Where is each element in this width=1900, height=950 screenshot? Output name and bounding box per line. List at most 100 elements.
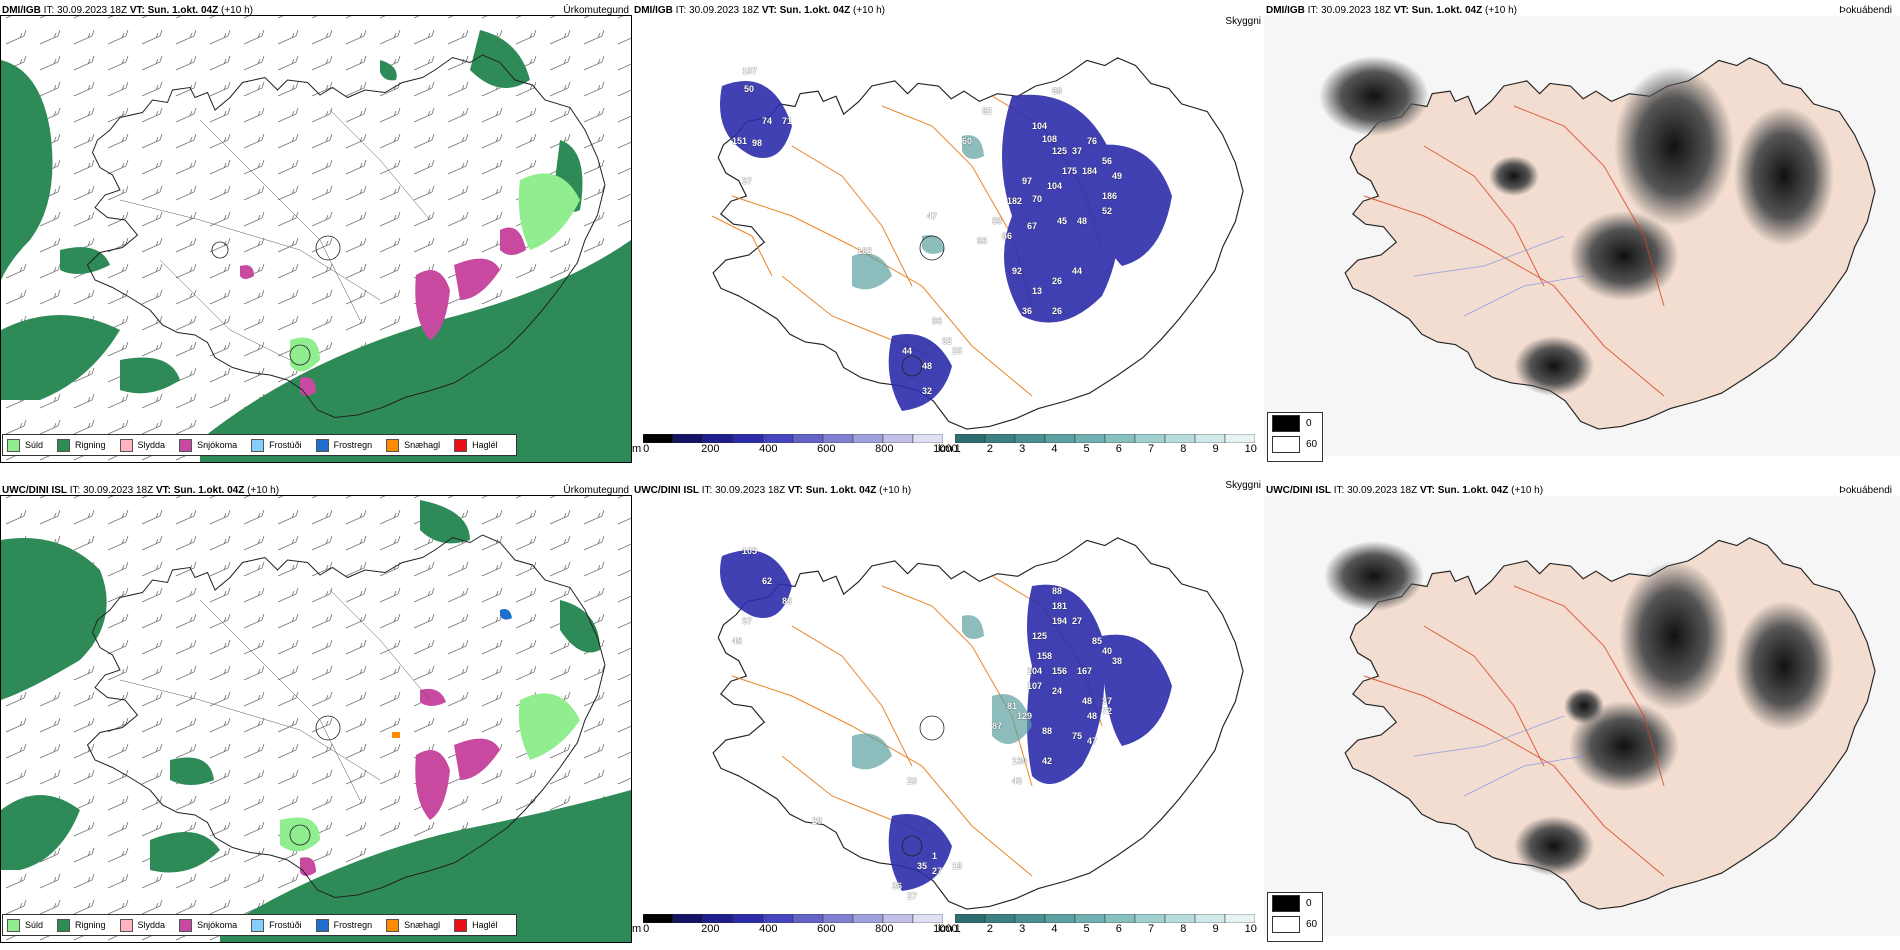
colorbar-tick-label: 600 — [817, 923, 836, 935]
colorbar-swatch — [822, 434, 854, 443]
panel-label: Þokuábendi — [1839, 485, 1892, 496]
colorbar-m-swatches — [643, 434, 944, 443]
colorbar-km: km 1 2 3 4 5 6 7 8 9 10 — [938, 434, 1257, 455]
swatch — [179, 918, 193, 932]
colorbar-tick-label: 6 — [1115, 923, 1122, 935]
colorbar-swatch — [1224, 434, 1255, 443]
map-title: DMI/IGB IT: 30.09.2023 18Z VT: Sun. 1.ok… — [1266, 5, 1517, 16]
cloud-indicator-map-uwc: UWC/DINI ISL IT: 30.09.2023 18Z VT: Sun.… — [1264, 480, 1900, 950]
colorbar-tick-label: 5 — [1083, 923, 1090, 935]
legend-item: Snæhagl — [386, 438, 440, 452]
swatch — [119, 438, 133, 452]
colorbar-tick-label: 1000 — [933, 443, 958, 455]
map-title: DMI/IGB IT: 30.09.2023 18Z VT: Sun. 1.ok… — [2, 5, 253, 16]
colorbar-swatch — [1014, 914, 1045, 923]
legend-item: Snjókoma — [179, 918, 237, 932]
precip-type-map-dmi: DMI/IGB IT: 30.09.2023 18Z VT: Sun. 1.ok… — [0, 0, 632, 470]
colorbar-tick-label: 8 — [1180, 443, 1187, 455]
colorbar-swatch — [672, 914, 704, 923]
colorbar-tick-label: 200 — [701, 443, 720, 455]
legend-item: Snæhagl — [386, 918, 440, 932]
colorbar-km-swatches — [954, 434, 1255, 443]
swatch — [179, 438, 193, 452]
colorbar-swatch — [1134, 434, 1165, 443]
colorbar-swatch — [984, 914, 1015, 923]
legend-item: 60 — [1268, 434, 1322, 455]
visibility-map-uwc: UWC/DINI ISL IT: 30.09.2023 18Z VT: Sun.… — [632, 480, 1264, 950]
colorbar-swatch — [1164, 434, 1195, 443]
colorbar-swatch — [1074, 914, 1105, 923]
map-title: DMI/IGB IT: 30.09.2023 18Z VT: Sun. 1.ok… — [634, 5, 885, 16]
legend-item: 60 — [1268, 914, 1322, 935]
colorbar-swatch — [1044, 914, 1075, 923]
colorbar-swatch — [852, 914, 884, 923]
colorbar-tick-label: 8 — [1180, 923, 1187, 935]
colorbar-tick-label: 7 — [1148, 923, 1155, 935]
swatch — [454, 918, 468, 932]
swatch — [119, 918, 133, 932]
colorbar-tick-label: 400 — [759, 923, 778, 935]
colorbar-unit: km — [938, 443, 953, 455]
colorbar-swatch — [1104, 914, 1135, 923]
colorbar-tick-label: 4 — [1051, 923, 1058, 935]
colorbar-swatch — [882, 434, 914, 443]
legend-item: 0 — [1268, 893, 1322, 914]
legend-item: Snjókoma — [179, 438, 237, 452]
colorbar-unit: km — [938, 923, 953, 935]
map-title: UWC/DINI ISL IT: 30.09.2023 18Z VT: Sun.… — [634, 485, 912, 496]
swatch — [1272, 895, 1300, 912]
swatch — [454, 438, 468, 452]
colorbar-swatch — [1134, 914, 1165, 923]
colorbar-swatch — [702, 914, 734, 923]
colorbar-swatch — [822, 914, 854, 923]
swatch — [251, 438, 265, 452]
colorbar-swatch — [732, 914, 764, 923]
colorbar-swatch — [792, 914, 824, 923]
panel-label: Úrkomutegund — [563, 485, 629, 496]
colorbar-tick-label: 200 — [701, 923, 720, 935]
visibility-map-dmi: DMI/IGB IT: 30.09.2023 18Z VT: Sun. 1.ok… — [632, 0, 1264, 470]
precip-type-legend: Súld Rigning Slydda Snjókoma Frostúði Fr… — [2, 914, 517, 936]
colorbar-swatch — [984, 434, 1015, 443]
colorbar-tick-label: 800 — [875, 443, 894, 455]
colorbar-unit: m — [632, 443, 642, 455]
legend-item: Frostregn — [315, 438, 372, 452]
colorbar-m: m 0 200 400 600 800 1000 — [632, 914, 958, 935]
colorbar-m: m 0 200 400 600 800 1000 — [632, 434, 958, 455]
legend-item: 0 — [1268, 413, 1322, 434]
colorbar-swatch — [762, 914, 794, 923]
colorbar-tick-label: 0 — [643, 443, 650, 455]
colorbar-swatch — [882, 914, 914, 923]
colorbar-swatch — [1164, 914, 1195, 923]
legend-item: Slydda — [119, 438, 165, 452]
colorbar-tick-label: 7 — [1148, 443, 1155, 455]
map-title: UWC/DINI ISL IT: 30.09.2023 18Z VT: Sun.… — [2, 485, 280, 496]
legend-item: Frostregn — [315, 918, 372, 932]
swatch — [251, 918, 265, 932]
legend-item: Rigning — [57, 438, 106, 452]
colorbar-tick-label: 2 — [986, 443, 994, 455]
legend-item: Haglél — [454, 918, 498, 932]
precip-type-legend: Súld Rigning Slydda Snjókoma Frostúði Fr… — [2, 434, 517, 456]
swatch — [1272, 916, 1300, 933]
swatch — [7, 918, 20, 932]
swatch — [1272, 436, 1300, 453]
colorbar-swatch — [643, 434, 674, 443]
colorbar-m-swatches — [643, 914, 944, 923]
panel-label: Skyggni — [1225, 480, 1261, 491]
colorbar-swatch — [1224, 914, 1255, 923]
panel-label: Úrkomutegund — [563, 5, 629, 16]
colorbar-swatch — [672, 434, 704, 443]
colorbar-swatch — [643, 914, 674, 923]
cloud-legend: 0 60 — [1267, 892, 1323, 942]
colorbar-swatch — [732, 434, 764, 443]
swatch — [1272, 415, 1300, 432]
colorbar-tick-label: 5 — [1083, 443, 1090, 455]
swatch — [315, 918, 329, 932]
legend-item: Frostúði — [251, 438, 302, 452]
map-title: UWC/DINI ISL IT: 30.09.2023 18Z VT: Sun.… — [1266, 485, 1544, 496]
cloud-legend: 0 60 — [1267, 412, 1323, 462]
colorbar-swatch — [1104, 434, 1135, 443]
colorbar-tick-label: 4 — [1051, 443, 1058, 455]
colorbar-tick-label: 10 — [1244, 923, 1257, 935]
